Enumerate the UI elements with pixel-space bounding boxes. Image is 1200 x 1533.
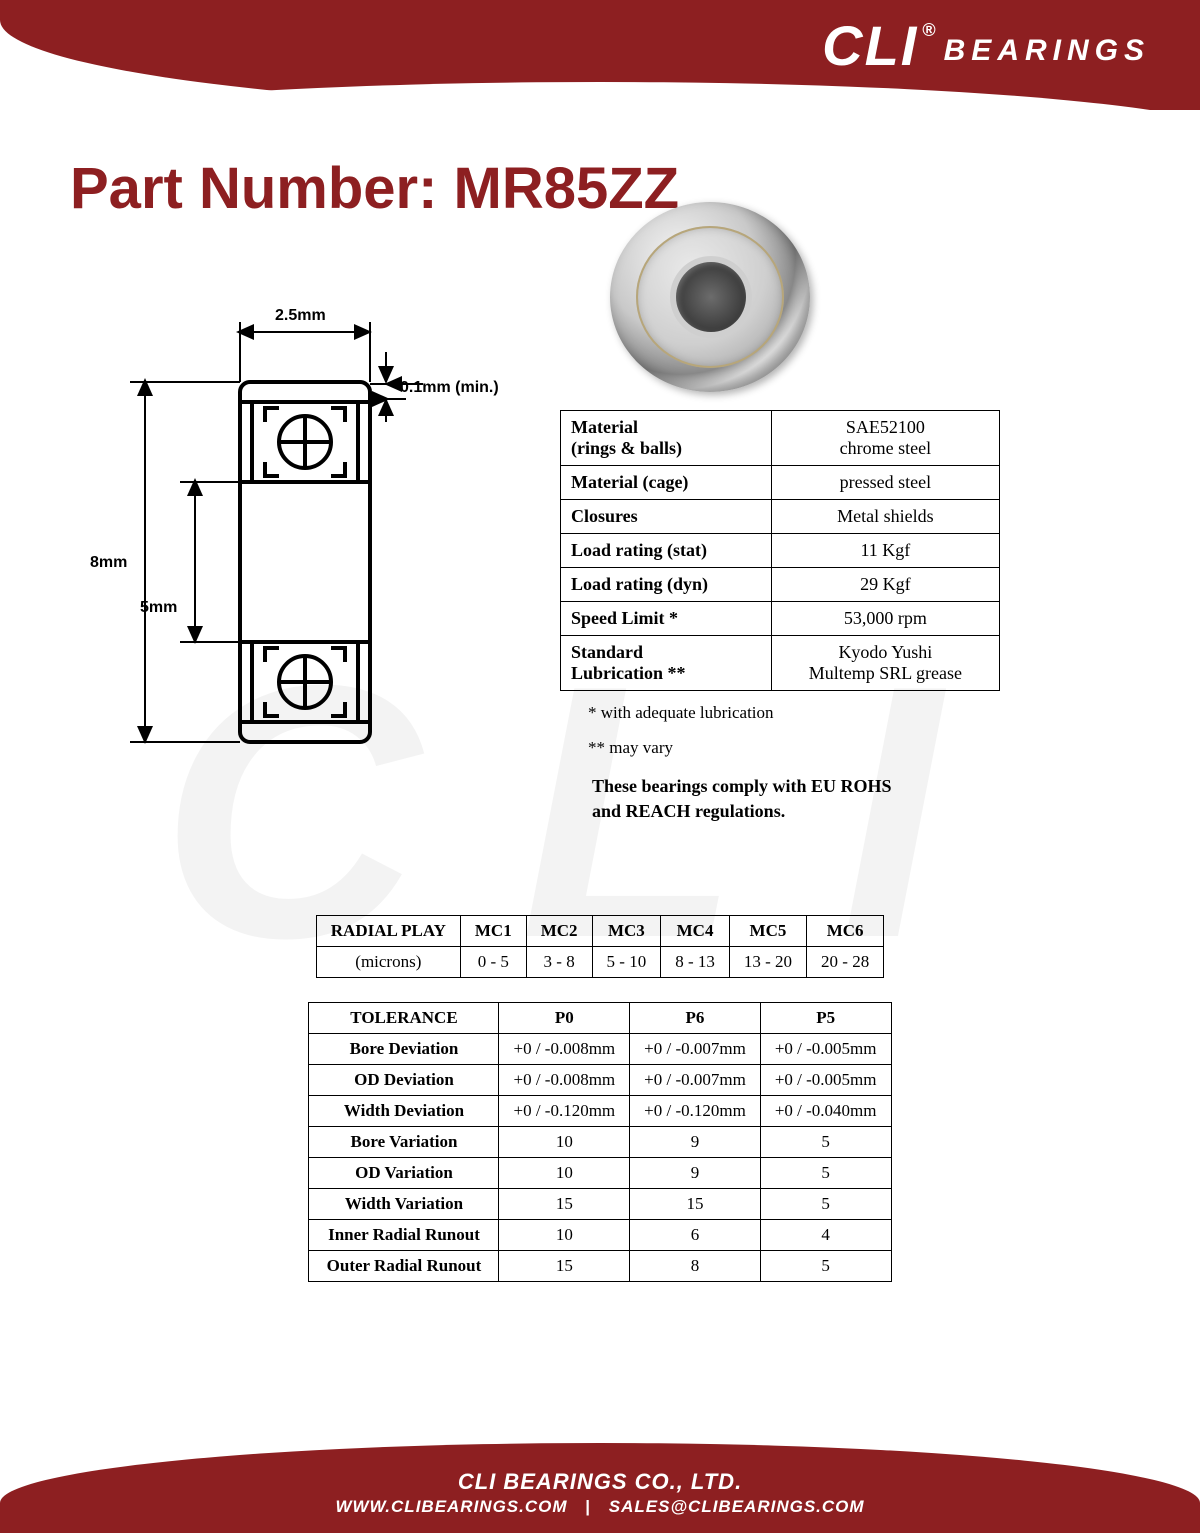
tol-value: 15 [499,1250,630,1281]
footer-text: CLI BEARINGS CO., LTD. WWW.CLIBEARINGS.C… [0,1469,1200,1517]
spec-value: Kyodo YushiMultemp SRL grease [771,636,999,691]
spec-label: Material(rings & balls) [561,411,772,466]
spec-note-2: ** may vary [588,736,1130,761]
tol-col: P5 [760,1002,891,1033]
tol-value: 4 [760,1219,891,1250]
tol-value: +0 / -0.005mm [760,1033,891,1064]
tol-value: 5 [760,1250,891,1281]
radial-col: MC4 [661,915,730,946]
radial-value: 0 - 5 [460,946,526,977]
tol-value: +0 / -0.007mm [630,1064,761,1095]
radial-play-table: RADIAL PLAYMC1MC2MC3MC4MC5MC6 (microns)0… [316,915,884,978]
tol-value: +0 / -0.120mm [499,1095,630,1126]
tol-value: 6 [630,1219,761,1250]
tol-value: +0 / -0.120mm [630,1095,761,1126]
tol-value: 9 [630,1126,761,1157]
radial-value: 13 - 20 [729,946,806,977]
tol-value: 10 [499,1219,630,1250]
footer-company: CLI BEARINGS CO., LTD. [0,1469,1200,1495]
tol-row-label: OD Deviation [309,1064,499,1095]
radial-col: MC2 [526,915,592,946]
tol-row-label: Width Deviation [309,1095,499,1126]
spec-value: 29 Kgf [771,568,999,602]
compliance-text: These bearings comply with EU ROHSand RE… [592,774,1130,824]
radial-value: 8 - 13 [661,946,730,977]
spec-label: Speed Limit * [561,602,772,636]
tol-row-label: Inner Radial Runout [309,1219,499,1250]
tol-value: +0 / -0.007mm [630,1033,761,1064]
tol-value: +0 / -0.040mm [760,1095,891,1126]
radial-value: 5 - 10 [592,946,661,977]
footer-divider: | [585,1497,591,1516]
tol-row-label: Width Variation [309,1188,499,1219]
bearing-photo [610,202,810,392]
spec-value: pressed steel [771,466,999,500]
tol-row-label: Bore Deviation [309,1033,499,1064]
spec-value: 11 Kgf [771,534,999,568]
tol-value: 10 [499,1157,630,1188]
tol-value: 15 [499,1188,630,1219]
radial-col: MC6 [807,915,884,946]
dim-chamfer-label: 0.1mm (min.) [400,379,499,396]
spec-value: SAE52100chrome steel [771,411,999,466]
radial-col: MC3 [592,915,661,946]
radial-header: RADIAL PLAY [316,915,460,946]
spec-label: Closures [561,500,772,534]
spec-value: 53,000 rpm [771,602,999,636]
tol-header: TOLERANCE [309,1002,499,1033]
spec-table: Material(rings & balls)SAE52100chrome st… [560,410,1000,691]
dim-width-label: 2.5mm [275,307,326,324]
radial-value: 20 - 28 [807,946,884,977]
radial-col: MC1 [460,915,526,946]
dim-bore-label: 5mm [140,599,177,616]
tol-value: +0 / -0.008mm [499,1033,630,1064]
spec-value: Metal shields [771,500,999,534]
tol-row-label: Outer Radial Runout [309,1250,499,1281]
tol-value: 10 [499,1126,630,1157]
footer-email: SALES@CLIBEARINGS.COM [609,1497,865,1516]
tol-col: P0 [499,1002,630,1033]
technical-diagram: 2.5mm 0.1mm (min.) [0,242,560,825]
tol-value: 5 [760,1188,891,1219]
tolerance-table: TOLERANCEP0P6P5 Bore Deviation+0 / -0.00… [308,1002,891,1282]
tol-value: +0 / -0.008mm [499,1064,630,1095]
spec-label: Load rating (stat) [561,534,772,568]
radial-col: MC5 [729,915,806,946]
spec-label: Load rating (dyn) [561,568,772,602]
tol-value: 15 [630,1188,761,1219]
radial-unit: (microns) [316,946,460,977]
tol-value: 8 [630,1250,761,1281]
spec-note-1: * with adequate lubrication [588,701,1130,726]
tol-value: +0 / -0.005mm [760,1064,891,1095]
tol-value: 9 [630,1157,761,1188]
spec-label: Material (cage) [561,466,772,500]
radial-value: 3 - 8 [526,946,592,977]
footer-website: WWW.CLIBEARINGS.COM [335,1497,567,1516]
tol-row-label: Bore Variation [309,1126,499,1157]
tol-col: P6 [630,1002,761,1033]
tol-row-label: OD Variation [309,1157,499,1188]
tol-value: 5 [760,1126,891,1157]
tol-value: 5 [760,1157,891,1188]
spec-label: StandardLubrication ** [561,636,772,691]
dim-od-label: 8mm [90,554,127,571]
